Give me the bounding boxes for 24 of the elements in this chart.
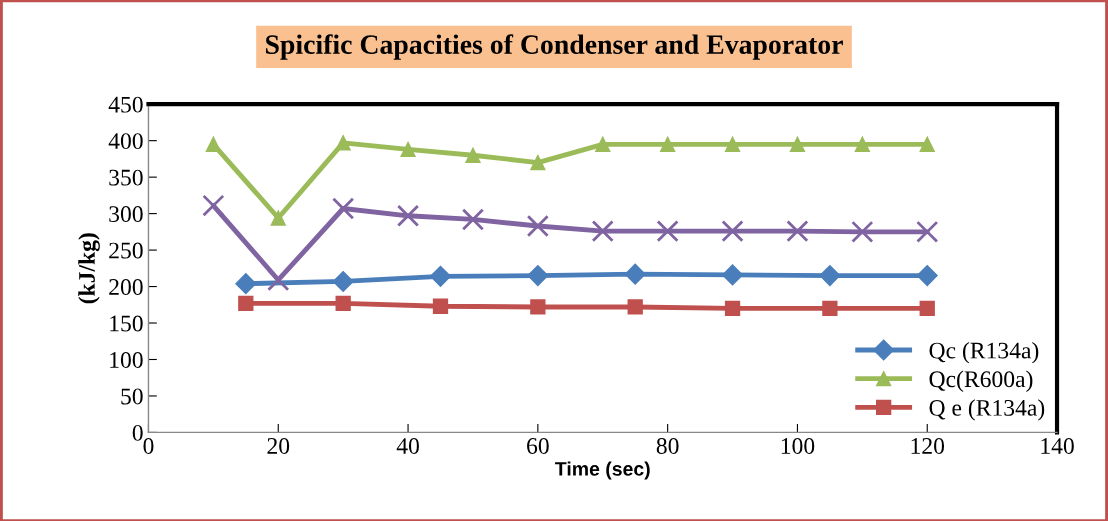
x-tick-label: 20 — [267, 437, 290, 454]
x-tick-label: 100 — [781, 437, 815, 454]
legend-label: Qc(R600a) — [929, 370, 1033, 392]
y-tick-label: 0 — [132, 424, 143, 441]
x-tick-label: 0 — [143, 437, 154, 454]
legend-label: Qc (R134a) — [929, 341, 1039, 364]
x-axis-title: Time (sec) — [555, 461, 650, 480]
y-tick-label: 100 — [110, 351, 143, 368]
y-tick-label: 150 — [110, 315, 143, 332]
y-axis-title: (kJ/kg) — [78, 233, 100, 304]
x-tick-label: 140 — [1041, 437, 1074, 454]
y-tick-label: 400 — [108, 133, 143, 150]
y-tick-label: 50 — [121, 388, 143, 405]
y-tick-label: 450 — [108, 96, 143, 113]
y-tick-label: 250 — [109, 242, 143, 259]
x-tick-label: 80 — [656, 437, 679, 454]
x-tick-label: 40 — [396, 437, 419, 454]
y-tick-label: 350 — [109, 169, 143, 186]
x-tick-label: 120 — [911, 437, 945, 454]
chart-title: Spicific Capacities of Condenser and Evaporator — [265, 34, 843, 60]
x-tick-label: 60 — [527, 437, 549, 454]
y-tick-label: 300 — [109, 206, 143, 223]
legend-label: Q e (R134a) — [929, 399, 1045, 421]
y-tick-label: 200 — [109, 279, 143, 295]
